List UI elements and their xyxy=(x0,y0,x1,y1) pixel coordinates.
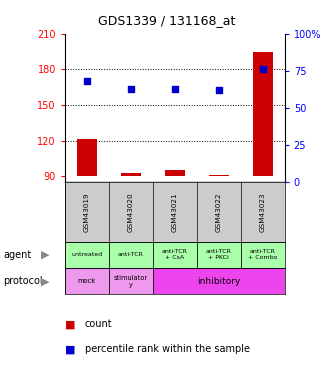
Bar xyxy=(253,52,273,176)
Text: GSM43020: GSM43020 xyxy=(128,192,134,232)
Text: GSM43023: GSM43023 xyxy=(260,192,266,232)
Text: anti-TCR
+ Combo: anti-TCR + Combo xyxy=(248,249,277,260)
Text: anti-TCR
+ PKCi: anti-TCR + PKCi xyxy=(206,249,232,260)
Text: percentile rank within the sample: percentile rank within the sample xyxy=(85,345,250,354)
Text: GSM43019: GSM43019 xyxy=(84,192,90,232)
Bar xyxy=(165,170,185,176)
Text: count: count xyxy=(85,320,113,329)
Text: untreated: untreated xyxy=(71,252,103,257)
Text: ■: ■ xyxy=(65,345,76,354)
Text: stimulator
y: stimulator y xyxy=(114,274,148,288)
Bar xyxy=(153,242,197,268)
Bar xyxy=(153,268,285,294)
Text: agent: agent xyxy=(3,250,32,260)
Text: ▶: ▶ xyxy=(41,276,49,286)
Bar xyxy=(65,242,109,268)
Point xyxy=(128,86,134,92)
Text: ■: ■ xyxy=(65,320,76,329)
Text: anti-TCR
+ CsA: anti-TCR + CsA xyxy=(162,249,188,260)
Text: mock: mock xyxy=(78,278,96,284)
Bar xyxy=(109,242,153,268)
Text: inhibitory: inhibitory xyxy=(197,277,240,286)
Point xyxy=(172,86,177,92)
Bar xyxy=(121,173,141,176)
Bar xyxy=(109,268,153,294)
Text: GSM43021: GSM43021 xyxy=(172,192,178,232)
Bar xyxy=(65,268,109,294)
Bar xyxy=(241,242,285,268)
Text: GSM43022: GSM43022 xyxy=(216,192,222,232)
Point xyxy=(260,66,265,72)
Bar xyxy=(197,242,241,268)
Text: protocol: protocol xyxy=(3,276,43,286)
Text: GDS1339 / 131168_at: GDS1339 / 131168_at xyxy=(98,14,235,27)
Text: anti-TCR: anti-TCR xyxy=(118,252,144,257)
Bar xyxy=(77,140,97,176)
Bar xyxy=(209,175,229,176)
Text: ▶: ▶ xyxy=(41,250,49,260)
Point xyxy=(84,78,90,84)
Point xyxy=(216,87,221,93)
